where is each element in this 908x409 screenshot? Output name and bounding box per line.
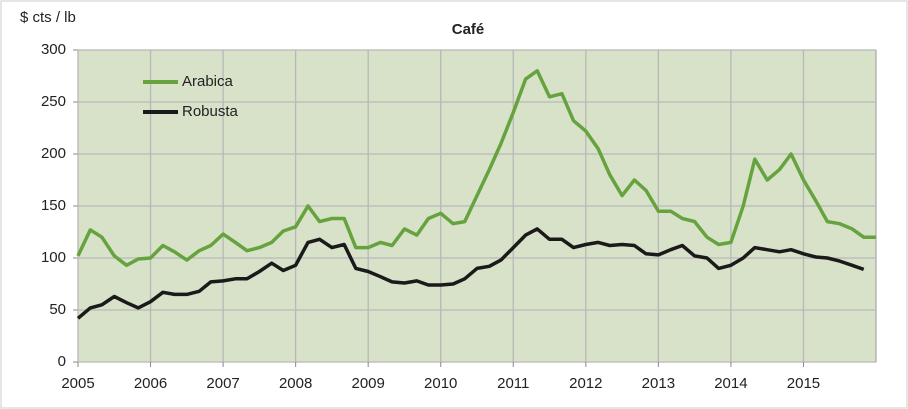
y-tick-label: 50 <box>49 301 66 318</box>
series-line <box>76 69 876 268</box>
x-tick-label: 2008 <box>279 375 312 392</box>
x-tick-label: 2010 <box>424 375 457 392</box>
legend-label: Robusta <box>182 103 239 120</box>
x-tick-label: 2006 <box>134 375 167 392</box>
x-tick-label: 2005 <box>61 375 94 392</box>
series-line <box>76 227 865 320</box>
x-tick-label: 2013 <box>642 375 675 392</box>
y-tick-label: 300 <box>41 41 66 58</box>
x-tick-label: 2007 <box>206 375 239 392</box>
y-tick-label: 200 <box>41 145 66 162</box>
x-tick-label: 2015 <box>787 375 820 392</box>
x-tick-label: 2014 <box>714 375 747 392</box>
y-tick-label: 250 <box>41 93 66 110</box>
y-tick-label: 100 <box>41 249 66 266</box>
legend-label: Arabica <box>182 73 234 90</box>
y-tick-label: 0 <box>58 353 66 370</box>
y-tick-label: 150 <box>41 197 66 214</box>
y-axis-label: $ cts / lb <box>20 9 76 26</box>
chart-title: Café <box>452 21 485 38</box>
x-tick-label: 2012 <box>569 375 602 392</box>
x-tick-label: 2011 <box>497 375 529 392</box>
x-tick-label: 2009 <box>351 375 384 392</box>
